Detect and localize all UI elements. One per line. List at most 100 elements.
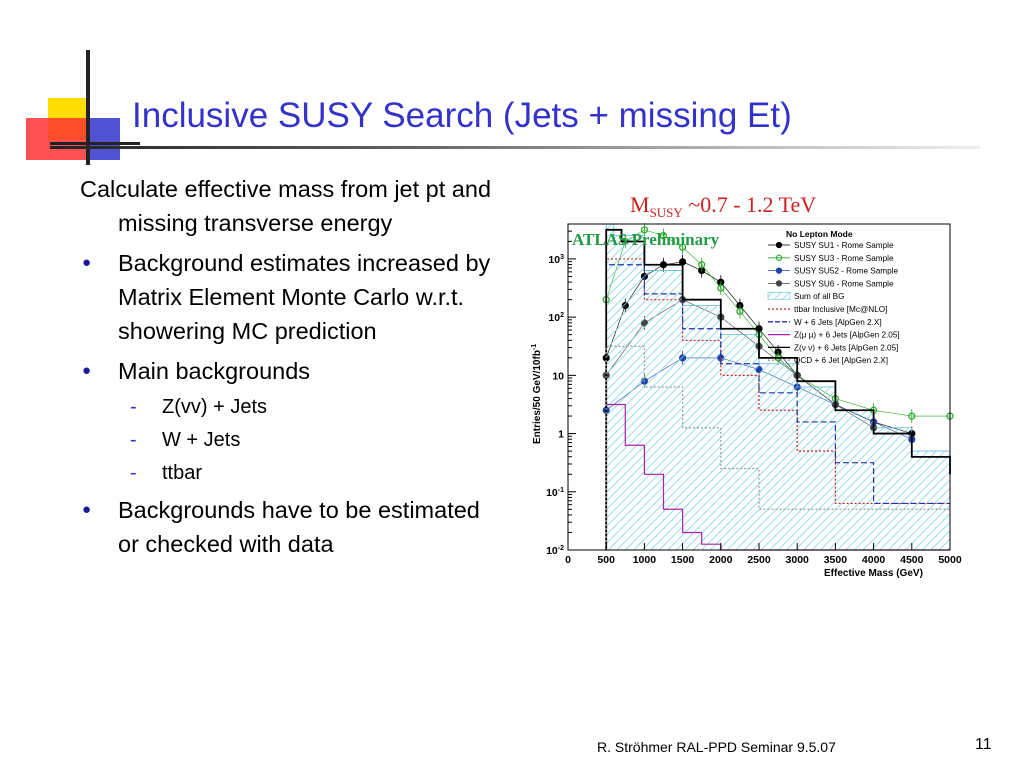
bullet-dot-icon: ● [82,254,92,271]
legend-entry: SUSY SU52 - Rome Sample [768,267,899,276]
dash-icon: - [130,429,137,451]
legend-entry: QCD + 6 Jet [AlpGen 2.X] [768,356,888,365]
legend-entry: SUSY SU3 - Rome Sample [768,254,894,263]
dash-icon: - [130,462,137,484]
series-line [605,264,950,550]
y-tick-label: 10-2 [546,545,564,557]
y-tick-label: 102 [548,312,564,324]
legend-label: SUSY SU6 - Rome Sample [794,279,894,288]
logo-blue-block [90,118,120,160]
series-dashed [605,264,950,550]
slide-logo-ornament [26,50,140,165]
bullet-dot-icon: ● [82,362,92,379]
chart-headline-rest: ~0.7 - 1.2 TeV [683,192,816,217]
chart-headline-sub: SUSY [650,205,684,220]
legend-entry: Z(ν ν) + 6 Jets [AlpGen 2.05] [768,343,898,352]
legend-entry: ttbar Inclusive [Mc@NLO] [768,305,887,314]
bullet-item: ● Backgrounds have to be estimated or ch… [80,493,500,561]
bullet-dot-icon: ● [82,501,92,518]
x-tick-label: 1500 [671,554,695,566]
page-number: 11 [975,736,992,753]
legend-label: Z(ν ν) + 6 Jets [AlpGen 2.05] [794,343,898,352]
effective-mass-chart: MSUSY ~0.7 - 1.2 TeV ATLAS Preliminary N… [531,192,962,579]
logo-red-block [26,118,90,160]
y-tick-label: 1 [558,429,564,441]
dash-icon: - [130,396,137,418]
legend-entry: SUSY SU1 - Rome Sample [768,241,894,250]
legend-marker [775,254,783,261]
legend-entry: Z(μ μ) + 6 Jets [AlpGen 2.05] [768,331,900,340]
chart-watermark: ATLAS Preliminary [572,230,720,249]
chart-y-label: Entries/50 GeV/10fb-1 [531,344,543,444]
legend-entry: Sum of all BG [767,291,845,301]
x-tick-label: 1000 [633,554,657,566]
legend-label: Z(μ μ) + 6 Jets [AlpGen 2.05] [794,331,900,340]
data-point [908,412,916,420]
y-tick-label: 10-1 [546,487,564,499]
y-tick-label: 10 [552,370,564,382]
chart-y-label-main: Entries/50 GeV/10fb [532,350,543,444]
data-point [736,307,744,315]
sub-bullet-item: - ttbar [80,459,500,487]
x-tick-label: 5000 [938,554,962,566]
chart-headline-main: M [630,192,650,217]
data-point [698,261,706,269]
x-tick-label: 0 [565,554,571,566]
legend-marker [775,241,783,249]
series-hatch [605,223,951,551]
data-point [679,243,687,251]
series-line [605,228,951,550]
chart-legend-title: No Lepton Mode [786,229,853,239]
legend-marker [775,280,783,287]
sub-bullet-item: - W + Jets [80,426,500,454]
y-tick-label: 103 [548,254,564,266]
legend-entry: SUSY SU6 - Rome Sample [768,279,894,288]
series-line [605,345,950,550]
legend-label: SUSY SU1 - Rome Sample [794,241,894,250]
legend-label: ttbar Inclusive [Mc@NLO] [794,305,887,314]
x-tick-label: 2000 [709,554,733,566]
x-tick-label: 3500 [824,554,848,566]
sub-bullet-text: W + Jets [162,429,241,451]
bullet-text: Main backgrounds [118,358,311,384]
x-tick-label: 500 [597,554,615,566]
logo-horizontal-line [50,142,140,145]
legend-label: W + 6 Jets [AlpGen 2.X] [794,318,882,327]
bullet-item: ● Background estimates increased by Matr… [80,246,500,348]
legend-label: QCD + 6 Jet [AlpGen 2.X] [794,356,888,365]
series-solid-black [605,228,951,550]
title-underline [50,146,980,149]
plot-layer [602,222,954,551]
slide-footer: R. Ströhmer RAL-PPD Seminar 9.5.07 [597,739,836,755]
chart-x-label: Effective Mass (GeV) [824,568,923,579]
series-solid-purple [605,403,950,551]
legend-swatch [767,291,791,300]
bullet-text: Background estimates increased by Matrix… [118,250,491,344]
data-point [659,232,668,240]
logo-vertical-line [86,50,90,165]
chart-legend: SUSY SU1 - Rome Sample SUSY SU3 - Rome Sa… [767,241,900,365]
chart-axes: 0 500 1000 1500 2000 2500 3000 3500 4000 4500 5000… [546,223,962,566]
legend-label: SUSY SU3 - Rome Sample [794,254,894,263]
data-point [717,284,725,292]
data-point [640,226,649,234]
sub-bullet-text: Z(vv) + Jets [162,396,268,418]
chart-headline: MSUSY ~0.7 - 1.2 TeV [630,192,816,220]
legend-marker [775,267,783,274]
sub-bullet-item: - Z(vv) + Jets [80,393,500,421]
legend-label: Sum of all BG [794,292,845,301]
series-area [605,223,951,551]
legend-entry: W + 6 Jets [AlpGen 2.X] [768,318,882,327]
intro-text: Calculate effective mass from jet pt and… [80,176,492,236]
legend-label: SUSY SU52 - Rome Sample [794,267,899,276]
x-tick-label: 3000 [786,554,810,566]
x-tick-label: 2500 [747,554,771,566]
sub-bullet-text: ttbar [162,462,203,484]
slide-title: Inclusive SUSY Search (Jets + missing Et… [132,96,792,135]
bullet-item: ● Main backgrounds [80,354,500,388]
x-tick-label: 4000 [862,554,886,566]
x-tick-label: 4500 [900,554,924,566]
slide-content: Calculate effective mass from jet pt and… [80,172,500,561]
series-line [605,403,950,551]
chart-y-label-exp: -1 [531,344,538,350]
